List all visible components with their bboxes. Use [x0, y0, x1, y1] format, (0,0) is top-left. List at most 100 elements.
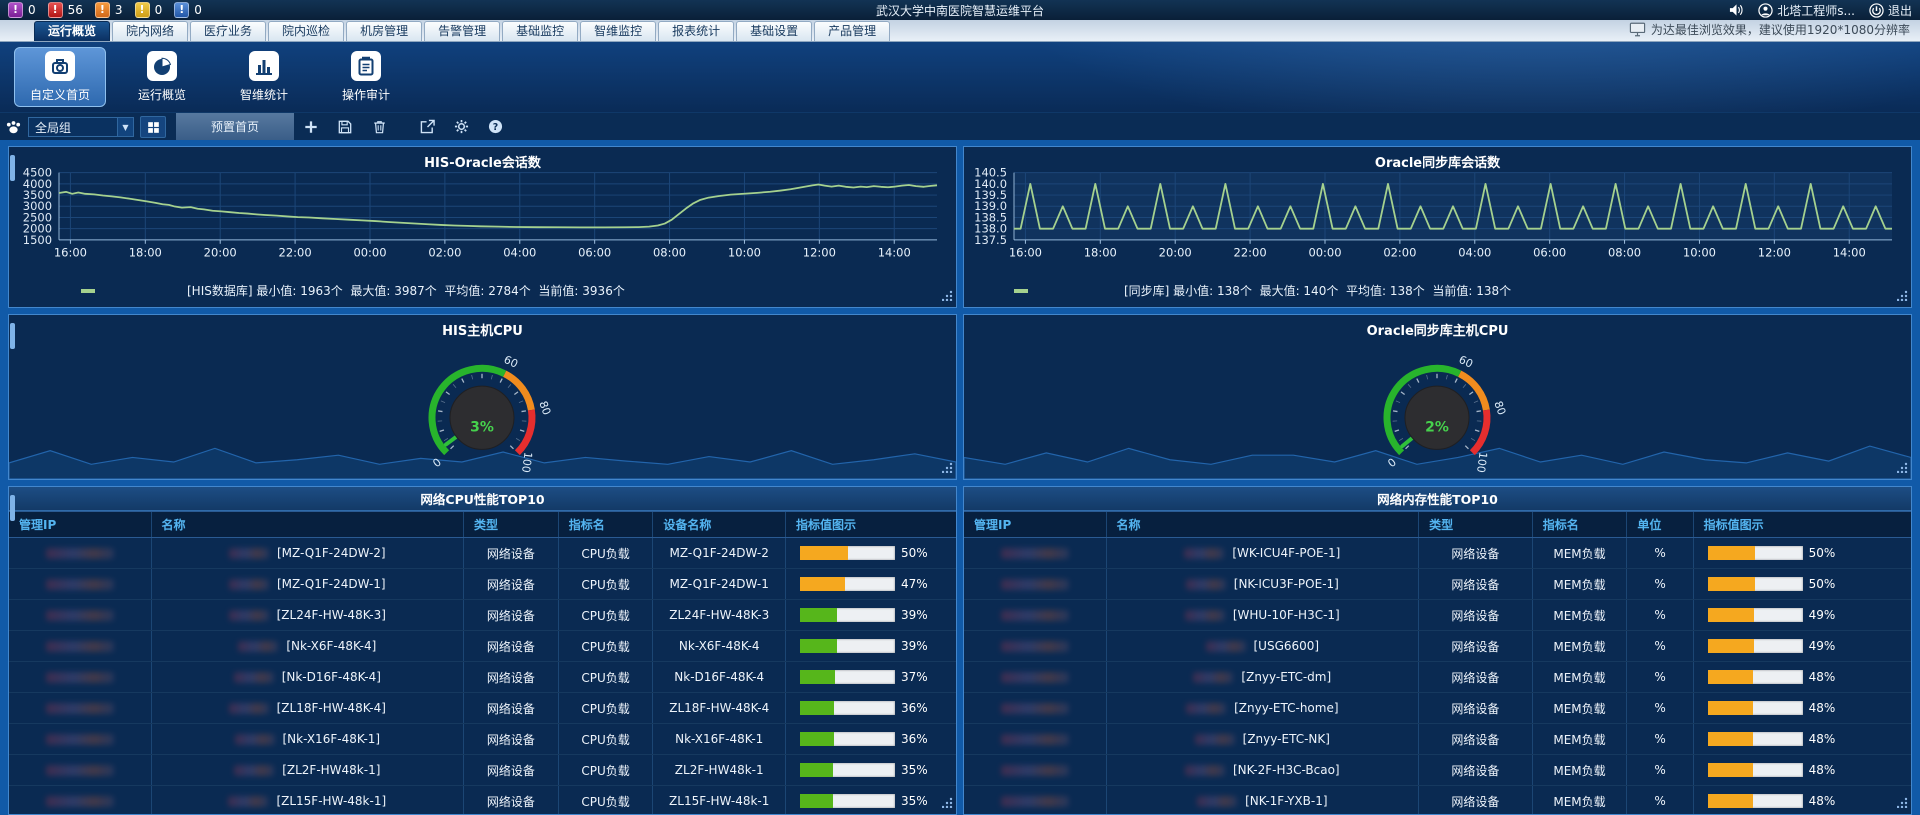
- table-row[interactable]: [NK-2F-H3C-Bcao]网络设备MEM负载%48%: [964, 755, 1911, 786]
- table-row[interactable]: [Nk-D16F-48K-4]网络设备CPU负载Nk-D16F-48K-437%: [9, 662, 956, 693]
- group-select[interactable]: 全局组 ▼: [28, 117, 134, 137]
- metric-cell: MEM负载: [1532, 600, 1627, 631]
- column-header[interactable]: 名称: [151, 512, 464, 538]
- table-row[interactable]: [ZL24F-HW-48K-3]网络设备CPU负载ZL24F-HW-48K-33…: [9, 600, 956, 631]
- column-header[interactable]: 类型: [1419, 512, 1533, 538]
- metric-bar: 39%: [786, 608, 956, 622]
- menu-item-label: 自定义首页: [30, 86, 90, 103]
- tab-3[interactable]: 医疗业务: [190, 21, 266, 41]
- redacted-blur: [46, 796, 114, 807]
- table-row[interactable]: [MZ-Q1F-24DW-2]网络设备CPU负载MZ-Q1F-24DW-250%: [9, 538, 956, 569]
- table-row[interactable]: [Znyy-ETC-NK]网络设备MEM负载%48%: [964, 724, 1911, 755]
- export-icon: [420, 119, 435, 134]
- table-row[interactable]: [WHU-10F-H3C-1]网络设备MEM负载%49%: [964, 600, 1911, 631]
- bar-fill: [800, 732, 834, 746]
- menu-item-3[interactable]: 智维统计: [218, 47, 310, 107]
- panel-drag-grip[interactable]: [10, 323, 15, 349]
- gear-icon: [454, 119, 469, 134]
- tab-5[interactable]: 机房管理: [346, 21, 422, 41]
- menu-item-1[interactable]: 自定义首页: [14, 47, 106, 107]
- resize-handle-icon[interactable]: [942, 458, 954, 477]
- column-header[interactable]: 单位: [1627, 512, 1693, 538]
- table-row[interactable]: [ZL18F-HW-48K-4]网络设备CPU负载ZL18F-HW-48K-43…: [9, 693, 956, 724]
- his-cpu-gauge: 3%06080100: [9, 315, 956, 479]
- tab-6[interactable]: 告警管理: [424, 21, 500, 41]
- device-cell: ZL24F-HW-48K-3: [653, 600, 786, 631]
- save-button[interactable]: [328, 113, 362, 140]
- ip-cell-redacted: [9, 693, 151, 724]
- tab-4[interactable]: 院内巡检: [268, 21, 344, 41]
- tab-2[interactable]: 院内网络: [112, 21, 188, 41]
- bar-fill: [1708, 670, 1754, 684]
- metric-bar-cell: 35%: [786, 786, 957, 815]
- column-header[interactable]: 管理IP: [9, 512, 151, 538]
- bar-track: [1708, 794, 1803, 808]
- table-row[interactable]: [Nk-X16F-48K-1]网络设备CPU负载Nk-X16F-48K-136%: [9, 724, 956, 755]
- resize-handle-icon[interactable]: [942, 286, 954, 305]
- resize-handle-icon[interactable]: [1897, 286, 1909, 305]
- column-header[interactable]: 设备名称: [653, 512, 786, 538]
- add-button[interactable]: [294, 113, 328, 140]
- tab-8[interactable]: 智维监控: [580, 21, 656, 41]
- device-name-cell: [NK-ICU3F-POE-1]: [1106, 569, 1419, 600]
- resize-handle-icon[interactable]: [1897, 458, 1909, 477]
- panel-drag-grip[interactable]: [10, 155, 15, 181]
- svg-text:04:00: 04:00: [1458, 246, 1491, 260]
- redacted-blur: [229, 548, 269, 559]
- column-header[interactable]: 指标名: [1532, 512, 1627, 538]
- table-row[interactable]: [NK-1F-YXB-1]网络设备MEM负载%48%: [964, 786, 1911, 815]
- table-row[interactable]: [Nk-X6F-48K-4]网络设备CPU负载Nk-X6F-48K-439%: [9, 631, 956, 662]
- column-header[interactable]: 管理IP: [964, 512, 1106, 538]
- toolbar: 全局组 ▼ 预置首页 ?: [0, 112, 1920, 140]
- bar-fill: [800, 639, 837, 653]
- resize-handle-icon[interactable]: [1897, 793, 1909, 812]
- redacted-blur: [1186, 703, 1226, 714]
- legend-line-swatch: [81, 289, 95, 293]
- delete-button[interactable]: [362, 113, 396, 140]
- table-row[interactable]: [ZL15F-HW-48k-1]网络设备CPU负载ZL15F-HW-48k-13…: [9, 786, 956, 815]
- column-header[interactable]: 指标值图示: [786, 512, 957, 538]
- metric-bar: 48%: [1694, 670, 1911, 684]
- logout-icon: [1869, 3, 1884, 18]
- tab-11[interactable]: 产品管理: [814, 21, 890, 41]
- column-header[interactable]: 类型: [464, 512, 559, 538]
- column-header[interactable]: 指标名: [558, 512, 653, 538]
- page-tab-preset-home[interactable]: 预置首页: [176, 113, 294, 140]
- group-paw-icon[interactable]: [0, 113, 26, 140]
- tab-9[interactable]: 报表统计: [658, 21, 734, 41]
- svg-text:02:00: 02:00: [428, 246, 461, 260]
- export-button[interactable]: [410, 113, 444, 140]
- panel-title: Oracle同步库会话数: [964, 152, 1911, 171]
- column-header[interactable]: 指标值图示: [1693, 512, 1911, 538]
- metric-bar-cell: 39%: [786, 631, 957, 662]
- type-cell: 网络设备: [464, 631, 559, 662]
- menu-item-2[interactable]: 运行概览: [116, 47, 208, 107]
- table-row[interactable]: [ZL2F-HW48k-1]网络设备CPU负载ZL2F-HW48k-135%: [9, 755, 956, 786]
- table-row[interactable]: [USG6600]网络设备MEM负载%49%: [964, 631, 1911, 662]
- table-row[interactable]: [WK-ICU4F-POE-1]网络设备MEM负载%50%: [964, 538, 1911, 569]
- column-header[interactable]: 名称: [1106, 512, 1419, 538]
- table-row[interactable]: [Znyy-ETC-dm]网络设备MEM负载%48%: [964, 662, 1911, 693]
- metric-bar-cell: 47%: [786, 569, 957, 600]
- user-menu[interactable]: 北塔工程师s...: [1758, 2, 1855, 19]
- table-row[interactable]: [MZ-Q1F-24DW-1]网络设备CPU负载MZ-Q1F-24DW-147%: [9, 569, 956, 600]
- top10-table: 管理IP名称类型指标名单位指标值图示[WK-ICU4F-POE-1]网络设备ME…: [964, 511, 1911, 815]
- table-row[interactable]: [NK-ICU3F-POE-1]网络设备MEM负载%50%: [964, 569, 1911, 600]
- type-cell: 网络设备: [464, 693, 559, 724]
- menu-item-4[interactable]: 操作审计: [320, 47, 412, 107]
- settings-button[interactable]: [444, 113, 478, 140]
- metric-bar: 50%: [1694, 577, 1911, 591]
- help-button[interactable]: ?: [478, 113, 512, 140]
- tab-strip: 运行概览院内网络医疗业务院内巡检机房管理告警管理基础监控智维监控报表统计基础设置…: [34, 21, 892, 41]
- tab-1[interactable]: 运行概览: [34, 21, 110, 41]
- resize-handle-icon[interactable]: [942, 793, 954, 812]
- sound-button[interactable]: [1729, 3, 1744, 17]
- panel-drag-grip[interactable]: [10, 495, 15, 521]
- bar-fill: [1708, 639, 1755, 653]
- table-row[interactable]: [Znyy-ETC-home]网络设备MEM负载%48%: [964, 693, 1911, 724]
- tab-7[interactable]: 基础监控: [502, 21, 578, 41]
- redacted-blur: [1001, 734, 1069, 745]
- logout-button[interactable]: 退出: [1869, 2, 1912, 19]
- tab-10[interactable]: 基础设置: [736, 21, 812, 41]
- layout-grid-button[interactable]: [140, 116, 166, 138]
